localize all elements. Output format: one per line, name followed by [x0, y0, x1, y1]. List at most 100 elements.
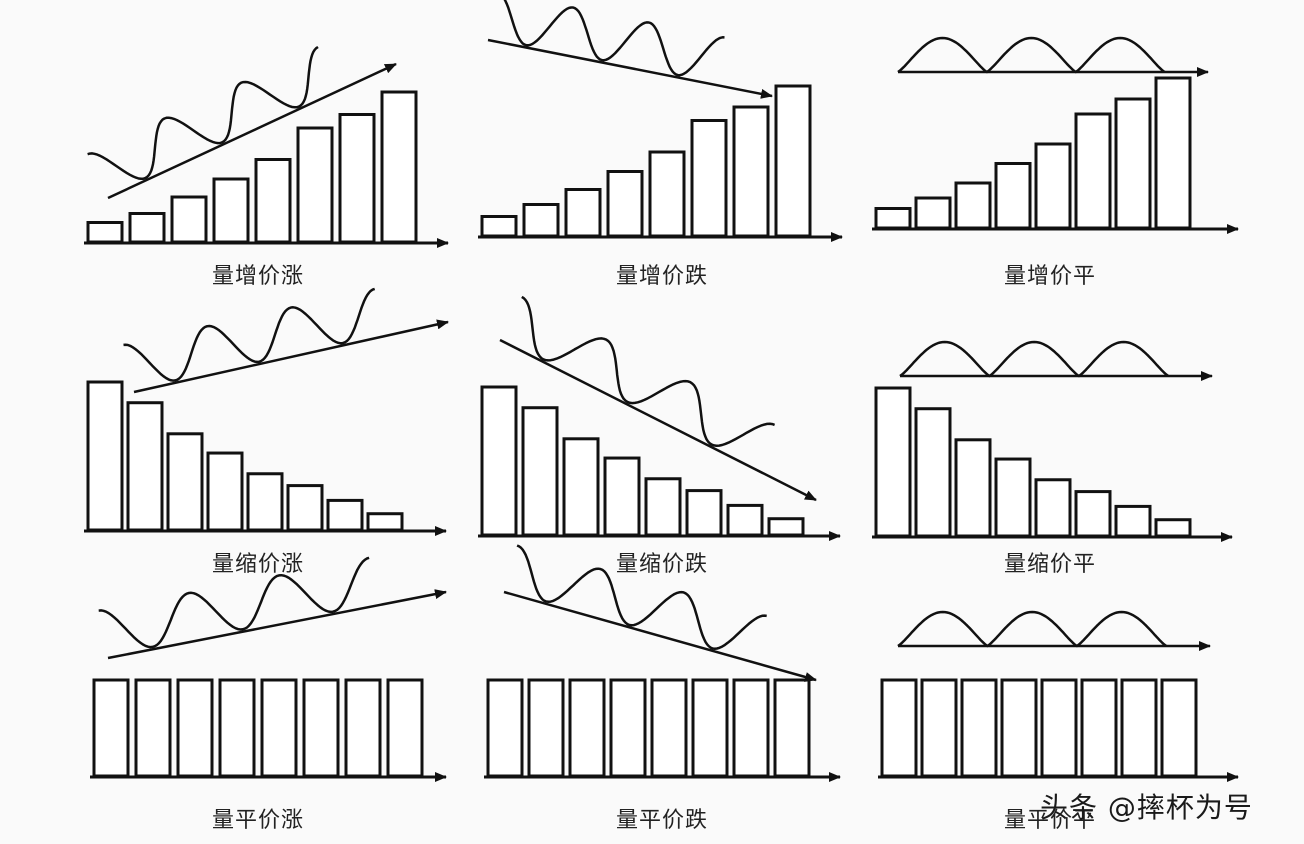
panel-p4 — [478, 295, 841, 541]
caption-volume-up-price-flat: 量增价平 — [1003, 264, 1096, 289]
price-wave-line — [516, 544, 767, 651]
volume-bar — [726, 503, 764, 537]
volume-bar — [344, 678, 382, 778]
volume-bar — [380, 90, 418, 244]
volume-bar — [1120, 678, 1158, 778]
volume-bar — [648, 150, 686, 238]
price-wave-line — [899, 340, 1170, 378]
volume-bar — [1000, 678, 1038, 778]
volume-bar — [302, 678, 340, 778]
volume-bar — [366, 512, 404, 532]
volume-bar — [260, 678, 298, 778]
volume-bar — [86, 221, 124, 244]
volume-bar — [126, 401, 164, 532]
volume-bar — [521, 406, 559, 537]
volume-bar — [773, 678, 811, 778]
volume-bar — [254, 158, 292, 244]
volume-bar — [644, 477, 682, 537]
volume-bar — [128, 212, 166, 244]
caption-volume-down-price-down: 量缩价跌 — [615, 552, 708, 577]
watermark: 头条 @摔杯为号 — [1040, 791, 1253, 824]
volume-bar — [606, 170, 644, 238]
volume-bar — [480, 215, 518, 238]
caption-volume-up-price-down: 量增价跌 — [615, 264, 708, 289]
volume-bar — [1034, 142, 1072, 230]
volume-bar — [206, 451, 244, 532]
volume-bar — [134, 678, 172, 778]
volume-bar — [1114, 97, 1152, 230]
volume-bar — [954, 181, 992, 230]
volume-bar — [732, 678, 770, 778]
price-trend-arrow — [499, 338, 817, 502]
volume-bar — [767, 517, 805, 537]
volume-bar — [874, 207, 912, 230]
panel-p6 — [90, 556, 447, 782]
panel-p2 — [872, 36, 1239, 234]
volume-bar — [1114, 504, 1152, 538]
volume-bar — [1154, 518, 1192, 538]
price-trend-arrow — [107, 589, 447, 660]
volume-bar — [86, 380, 124, 532]
volume-bar — [326, 498, 364, 532]
volume-bar — [650, 678, 688, 778]
panel-p8 — [878, 610, 1239, 782]
price-wave-line — [98, 556, 370, 649]
volume-bar — [994, 457, 1032, 538]
panel-p5 — [872, 340, 1233, 542]
volume-bar — [170, 195, 208, 244]
price-wave-line — [897, 36, 1166, 74]
volume-bar — [685, 489, 723, 537]
volume-bar — [603, 456, 641, 537]
volume-bar — [564, 188, 602, 238]
volume-bar — [522, 203, 560, 238]
volume-bar — [212, 177, 250, 244]
price-trend-arrow — [487, 38, 773, 99]
volume-bar — [774, 84, 812, 238]
volume-bar — [166, 432, 204, 532]
caption-volume-flat-price-up: 量平价涨 — [211, 808, 304, 833]
volume-bar — [1160, 678, 1198, 778]
price-wave-line — [521, 295, 776, 447]
caption-volume-down-price-flat: 量缩价平 — [1003, 552, 1096, 577]
price-trend-arrow — [107, 62, 397, 200]
caption-volume-flat-price-flat: 量平价平 — [1003, 808, 1096, 833]
volume-bar — [1154, 76, 1192, 230]
volume-bar — [1040, 678, 1078, 778]
caption-volume-up-price-up: 量增价涨 — [211, 264, 304, 289]
panel-p3 — [84, 287, 449, 536]
panel-p0 — [84, 45, 449, 248]
volume-bar — [1074, 490, 1112, 538]
volume-bar — [527, 678, 565, 778]
price-trend-arrow — [133, 319, 449, 394]
price-wave-line — [87, 45, 319, 181]
volume-bar — [486, 678, 524, 778]
volume-bar — [914, 196, 952, 230]
price-wave-line — [123, 287, 376, 382]
volume-bar — [960, 678, 998, 778]
volume-bar — [386, 678, 424, 778]
panel-p7 — [484, 544, 841, 782]
volume-bar — [218, 678, 256, 778]
volume-bar — [480, 385, 518, 537]
volume-bar — [246, 472, 284, 532]
volume-bar — [954, 438, 992, 538]
volume-bar — [994, 162, 1032, 230]
volume-bar — [920, 678, 958, 778]
volume-bar — [609, 678, 647, 778]
price-wave-line — [897, 610, 1168, 648]
caption-volume-flat-price-down: 量平价跌 — [615, 808, 708, 833]
volume-bar — [914, 407, 952, 538]
volume-bar — [562, 437, 600, 537]
volume-bar — [1080, 678, 1118, 778]
volume-bar — [286, 484, 324, 532]
volume-bar — [690, 119, 728, 238]
volume-bar — [880, 678, 918, 778]
volume-bar — [568, 678, 606, 778]
volume-bar — [1034, 478, 1072, 538]
panel-p1 — [478, 0, 843, 242]
volume-bar — [874, 386, 912, 538]
volume-bar — [92, 678, 130, 778]
volume-bar — [176, 678, 214, 778]
volume-bar — [338, 113, 376, 244]
